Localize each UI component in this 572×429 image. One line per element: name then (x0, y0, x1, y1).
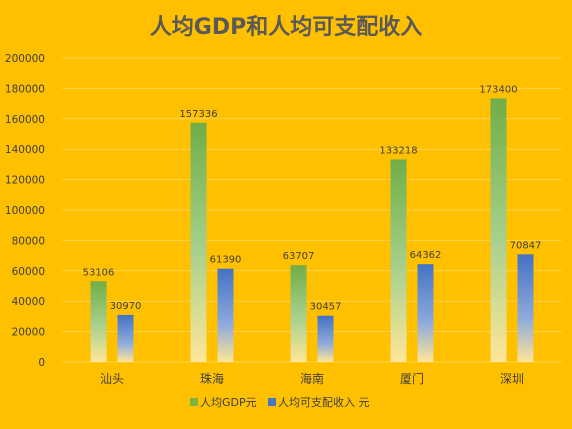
data-label: 53106 (83, 267, 115, 278)
data-label: 61390 (210, 255, 242, 266)
y-tick-label: 100000 (5, 205, 45, 217)
bar-income (517, 254, 534, 362)
bars (90, 98, 534, 363)
y-tick-label: 200000 (5, 53, 45, 65)
y-tick-label: 140000 (5, 144, 45, 156)
data-label: 70847 (510, 240, 542, 251)
data-label: 173400 (479, 84, 517, 95)
data-label: 30970 (110, 301, 142, 312)
data-labels: 53106 30970 157336 61390 63707 30457 133218 643… (83, 84, 542, 312)
bar-income (217, 268, 234, 362)
legend: 人均GDP元 人均可支配收入 元 (190, 395, 370, 409)
data-label: 133218 (379, 146, 417, 157)
y-axis: 0 20000 40000 60000 80000 100000 120000 140000 1… (5, 53, 45, 369)
y-tick-label: 160000 (5, 114, 45, 126)
y-tick-label: 0 (38, 357, 45, 369)
category-label: 厦门 (400, 371, 424, 386)
bar-gdp (190, 122, 207, 363)
category-label: 汕头 (100, 372, 124, 386)
legend-swatch (190, 398, 198, 406)
y-tick-label: 180000 (5, 83, 45, 95)
legend-label: 人均GDP元 (200, 396, 257, 409)
data-label: 64362 (410, 250, 442, 261)
bar-gdp (90, 281, 107, 362)
grid-layer (62, 57, 562, 363)
data-label: 63707 (283, 251, 315, 262)
category-label: 深圳 (500, 372, 524, 386)
legend-swatch (268, 398, 276, 406)
y-tick-label: 20000 (12, 327, 45, 339)
bar-gdp (490, 98, 507, 362)
bar-gdp (290, 265, 307, 362)
y-tick-label: 60000 (12, 266, 45, 278)
chart-title: 人均GDP和人均可支配收入 (150, 14, 422, 40)
y-tick-label: 40000 (12, 296, 45, 308)
bar-income (417, 264, 434, 362)
legend-label: 人均可支配收入 元 (278, 395, 370, 409)
y-tick-label: 120000 (5, 175, 45, 187)
data-label: 157336 (179, 109, 217, 120)
category-label: 珠海 (200, 371, 224, 386)
x-axis: 汕头 珠海 海南 厦门 深圳 (100, 371, 524, 386)
data-label: 30457 (310, 302, 342, 313)
bar-gdp (390, 159, 407, 362)
category-label: 海南 (300, 371, 324, 386)
bar-income (317, 315, 334, 362)
y-tick-label: 80000 (12, 235, 45, 247)
bar-income (117, 314, 134, 362)
